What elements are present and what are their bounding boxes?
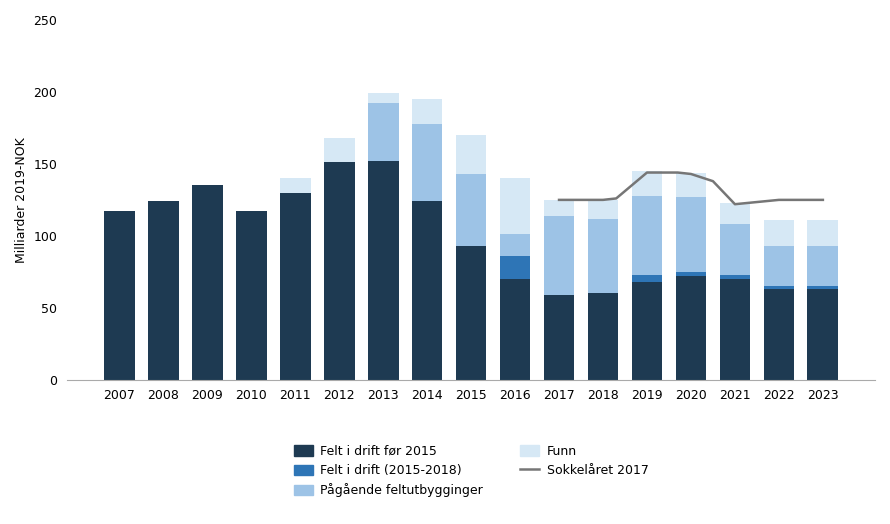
Bar — [412, 201, 442, 380]
Bar — [587, 200, 619, 219]
Bar — [148, 201, 179, 380]
Bar — [764, 220, 794, 246]
Bar — [764, 289, 794, 380]
Bar — [587, 293, 619, 380]
Bar — [456, 246, 487, 380]
Bar — [632, 275, 662, 282]
Bar — [368, 93, 399, 103]
Bar — [764, 286, 794, 289]
Bar — [544, 200, 574, 216]
Bar — [368, 103, 399, 161]
Bar — [719, 279, 750, 380]
Bar — [632, 171, 662, 195]
Bar — [236, 211, 267, 380]
Bar — [544, 216, 574, 295]
Bar — [764, 246, 794, 286]
Bar — [499, 178, 530, 234]
Bar — [324, 162, 354, 380]
Bar — [104, 211, 134, 380]
Bar — [412, 99, 442, 124]
Bar — [807, 286, 838, 289]
Y-axis label: Milliarder 2019-NOK: Milliarder 2019-NOK — [15, 137, 28, 263]
Bar — [279, 193, 311, 380]
Bar — [456, 135, 487, 174]
Bar — [192, 185, 222, 380]
Bar — [676, 172, 707, 197]
Bar — [587, 219, 619, 293]
Bar — [499, 279, 530, 380]
Bar — [676, 276, 707, 380]
Bar — [719, 224, 750, 275]
Bar — [676, 272, 707, 276]
Bar — [632, 282, 662, 380]
Bar — [807, 289, 838, 380]
Bar — [499, 256, 530, 279]
Bar — [632, 195, 662, 275]
Bar — [544, 295, 574, 380]
Bar — [368, 161, 399, 380]
Bar — [412, 124, 442, 201]
Bar — [456, 174, 487, 246]
Bar — [324, 138, 354, 162]
Bar — [676, 197, 707, 272]
Bar — [807, 246, 838, 286]
Bar — [279, 178, 311, 193]
Bar — [807, 220, 838, 246]
Bar — [499, 234, 530, 256]
Bar — [719, 203, 750, 224]
Bar — [719, 275, 750, 279]
Legend: Felt i drift før 2015, Felt i drift (2015-2018), Pågående feltutbygginger, Funn,: Felt i drift før 2015, Felt i drift (201… — [288, 440, 653, 503]
